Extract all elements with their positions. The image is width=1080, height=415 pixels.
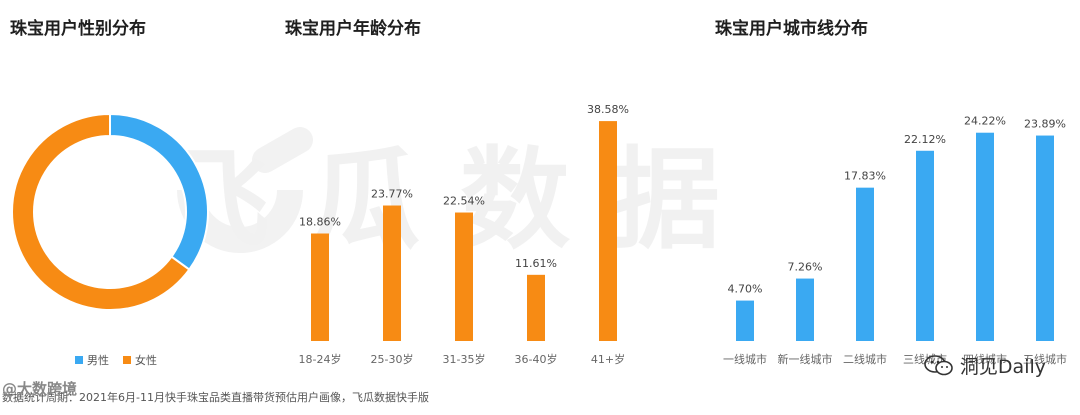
data-label-18-24岁: 18.86% bbox=[299, 215, 341, 228]
city-bar-chart: 4.70%一线城市7.26%新一线城市17.83%二线城市22.12%三线城市2… bbox=[723, 115, 1067, 366]
bar-三线城市 bbox=[916, 150, 934, 341]
gender-chart-title: 珠宝用户性别分布 bbox=[10, 19, 146, 39]
watermark-badge: @大数跨境 bbox=[2, 380, 78, 398]
bar-新一线城市 bbox=[796, 278, 814, 341]
legend-swatch-male bbox=[75, 356, 83, 364]
data-label-41+岁: 38.58% bbox=[587, 103, 629, 116]
gender-panel: 珠宝用户性别分布 男性 女性 bbox=[0, 0, 240, 380]
data-label-36-40岁: 11.61% bbox=[515, 257, 557, 270]
city-panel: 珠宝用户城市线分布 4.70% 一线城市 7.26% 新一线城市 17.83% 二线城市 2… bbox=[705, 0, 1080, 380]
x-tick-label-五线城市: 五线城市 bbox=[1023, 352, 1067, 366]
bar-18-24岁 bbox=[311, 233, 329, 341]
x-tick-label-四线城市: 四线城市 bbox=[963, 352, 1007, 366]
legend-item-male: 男性 bbox=[75, 352, 109, 368]
legend-label-female: 女性 bbox=[135, 354, 157, 367]
city-chart-title: 珠宝用户城市线分布 bbox=[715, 19, 868, 39]
wechat-brand: 洞见Daily bbox=[924, 352, 1046, 379]
donut-slice-male bbox=[109, 112, 209, 272]
data-label-四线城市: 24.22% bbox=[964, 115, 1006, 128]
bar-二线城市 bbox=[856, 187, 874, 341]
data-label-三线城市: 22.12% bbox=[904, 133, 946, 146]
legend-swatch-female bbox=[123, 356, 131, 364]
wechat-brand-name: 洞见Daily bbox=[959, 356, 1046, 378]
x-tick-label-二线城市: 二线城市 bbox=[843, 352, 887, 366]
bar-五线城市 bbox=[1036, 135, 1054, 341]
age-bar-chart: 18.86% 18-24岁 23.77% 25-30岁 22.54% 31-35岁 11.6… bbox=[299, 103, 629, 366]
x-tick-label-18-24岁: 18-24岁 bbox=[299, 352, 342, 366]
data-label-31-35岁: 22.54% bbox=[443, 195, 485, 208]
data-source-note: 数据统计周期：2021年6月-11月快手珠宝品类直播带货预估用户画像，飞瓜数据快… bbox=[2, 391, 429, 404]
bar-四线城市 bbox=[976, 132, 994, 341]
bar-25-30岁 bbox=[383, 205, 401, 341]
gender-donut-chart bbox=[11, 112, 209, 311]
x-tick-label-31-35岁: 31-35岁 bbox=[443, 352, 486, 366]
bar-31-35岁 bbox=[455, 212, 473, 341]
x-tick-label-25-30岁: 25-30岁 bbox=[371, 352, 414, 366]
bar-41+岁 bbox=[599, 121, 617, 342]
donut-slice-female bbox=[11, 112, 191, 311]
data-label-五线城市: 23.89% bbox=[1024, 118, 1066, 131]
data-label-新一线城市: 7.26% bbox=[788, 261, 823, 274]
x-tick-label-36-40岁: 36-40岁 bbox=[515, 352, 558, 366]
age-panel: 珠宝用户年龄分布 18.86% 18-24岁 23.77% 25-30岁 22.54% 3… bbox=[275, 0, 675, 380]
bar-一线城市 bbox=[736, 300, 754, 341]
gender-legend: 男性 女性 bbox=[75, 352, 157, 368]
x-tick-label-一线城市: 一线城市 bbox=[723, 352, 767, 366]
data-label-二线城市: 17.83% bbox=[844, 170, 886, 183]
x-tick-label-新一线城市: 新一线城市 bbox=[778, 352, 833, 366]
x-tick-label-41+岁: 41+岁 bbox=[591, 352, 625, 366]
data-label-25-30岁: 23.77% bbox=[371, 188, 413, 201]
wechat-icon bbox=[924, 354, 953, 375]
age-chart-title: 珠宝用户年龄分布 bbox=[285, 19, 421, 39]
legend-label-male: 男性 bbox=[87, 354, 109, 367]
legend-item-female: 女性 bbox=[123, 352, 157, 368]
bar-36-40岁 bbox=[527, 274, 545, 341]
data-label-一线城市: 4.70% bbox=[728, 283, 763, 296]
